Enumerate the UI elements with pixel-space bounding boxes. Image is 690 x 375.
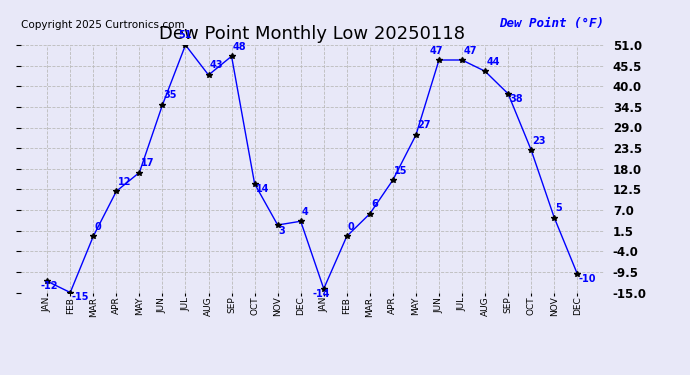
- Text: 51: 51: [179, 30, 192, 40]
- Text: -12: -12: [40, 280, 58, 291]
- Text: Copyright 2025 Curtronics.com: Copyright 2025 Curtronics.com: [21, 20, 184, 30]
- Text: 0: 0: [348, 222, 355, 232]
- Text: 14: 14: [256, 184, 269, 194]
- Text: 0: 0: [95, 222, 101, 232]
- Text: Dew Point (°F): Dew Point (°F): [499, 17, 604, 30]
- Text: 35: 35: [164, 90, 177, 101]
- Text: 27: 27: [417, 120, 431, 130]
- Text: 43: 43: [210, 60, 223, 70]
- Text: 15: 15: [394, 165, 408, 176]
- Text: 17: 17: [141, 158, 154, 168]
- Text: 5: 5: [555, 203, 562, 213]
- Text: 3: 3: [279, 225, 286, 236]
- Text: 38: 38: [509, 94, 523, 104]
- Text: 12: 12: [117, 177, 131, 187]
- Text: -15: -15: [71, 292, 89, 302]
- Text: 48: 48: [233, 42, 246, 52]
- Text: 47: 47: [430, 45, 443, 56]
- Text: 23: 23: [532, 135, 546, 146]
- Text: 44: 44: [486, 57, 500, 67]
- Title: Dew Point Monthly Low 20250118: Dew Point Monthly Low 20250118: [159, 26, 465, 44]
- Text: -10: -10: [578, 274, 596, 284]
- Text: 6: 6: [371, 199, 377, 209]
- Text: 47: 47: [463, 45, 477, 56]
- Text: -14: -14: [312, 289, 330, 299]
- Text: 4: 4: [302, 207, 308, 217]
